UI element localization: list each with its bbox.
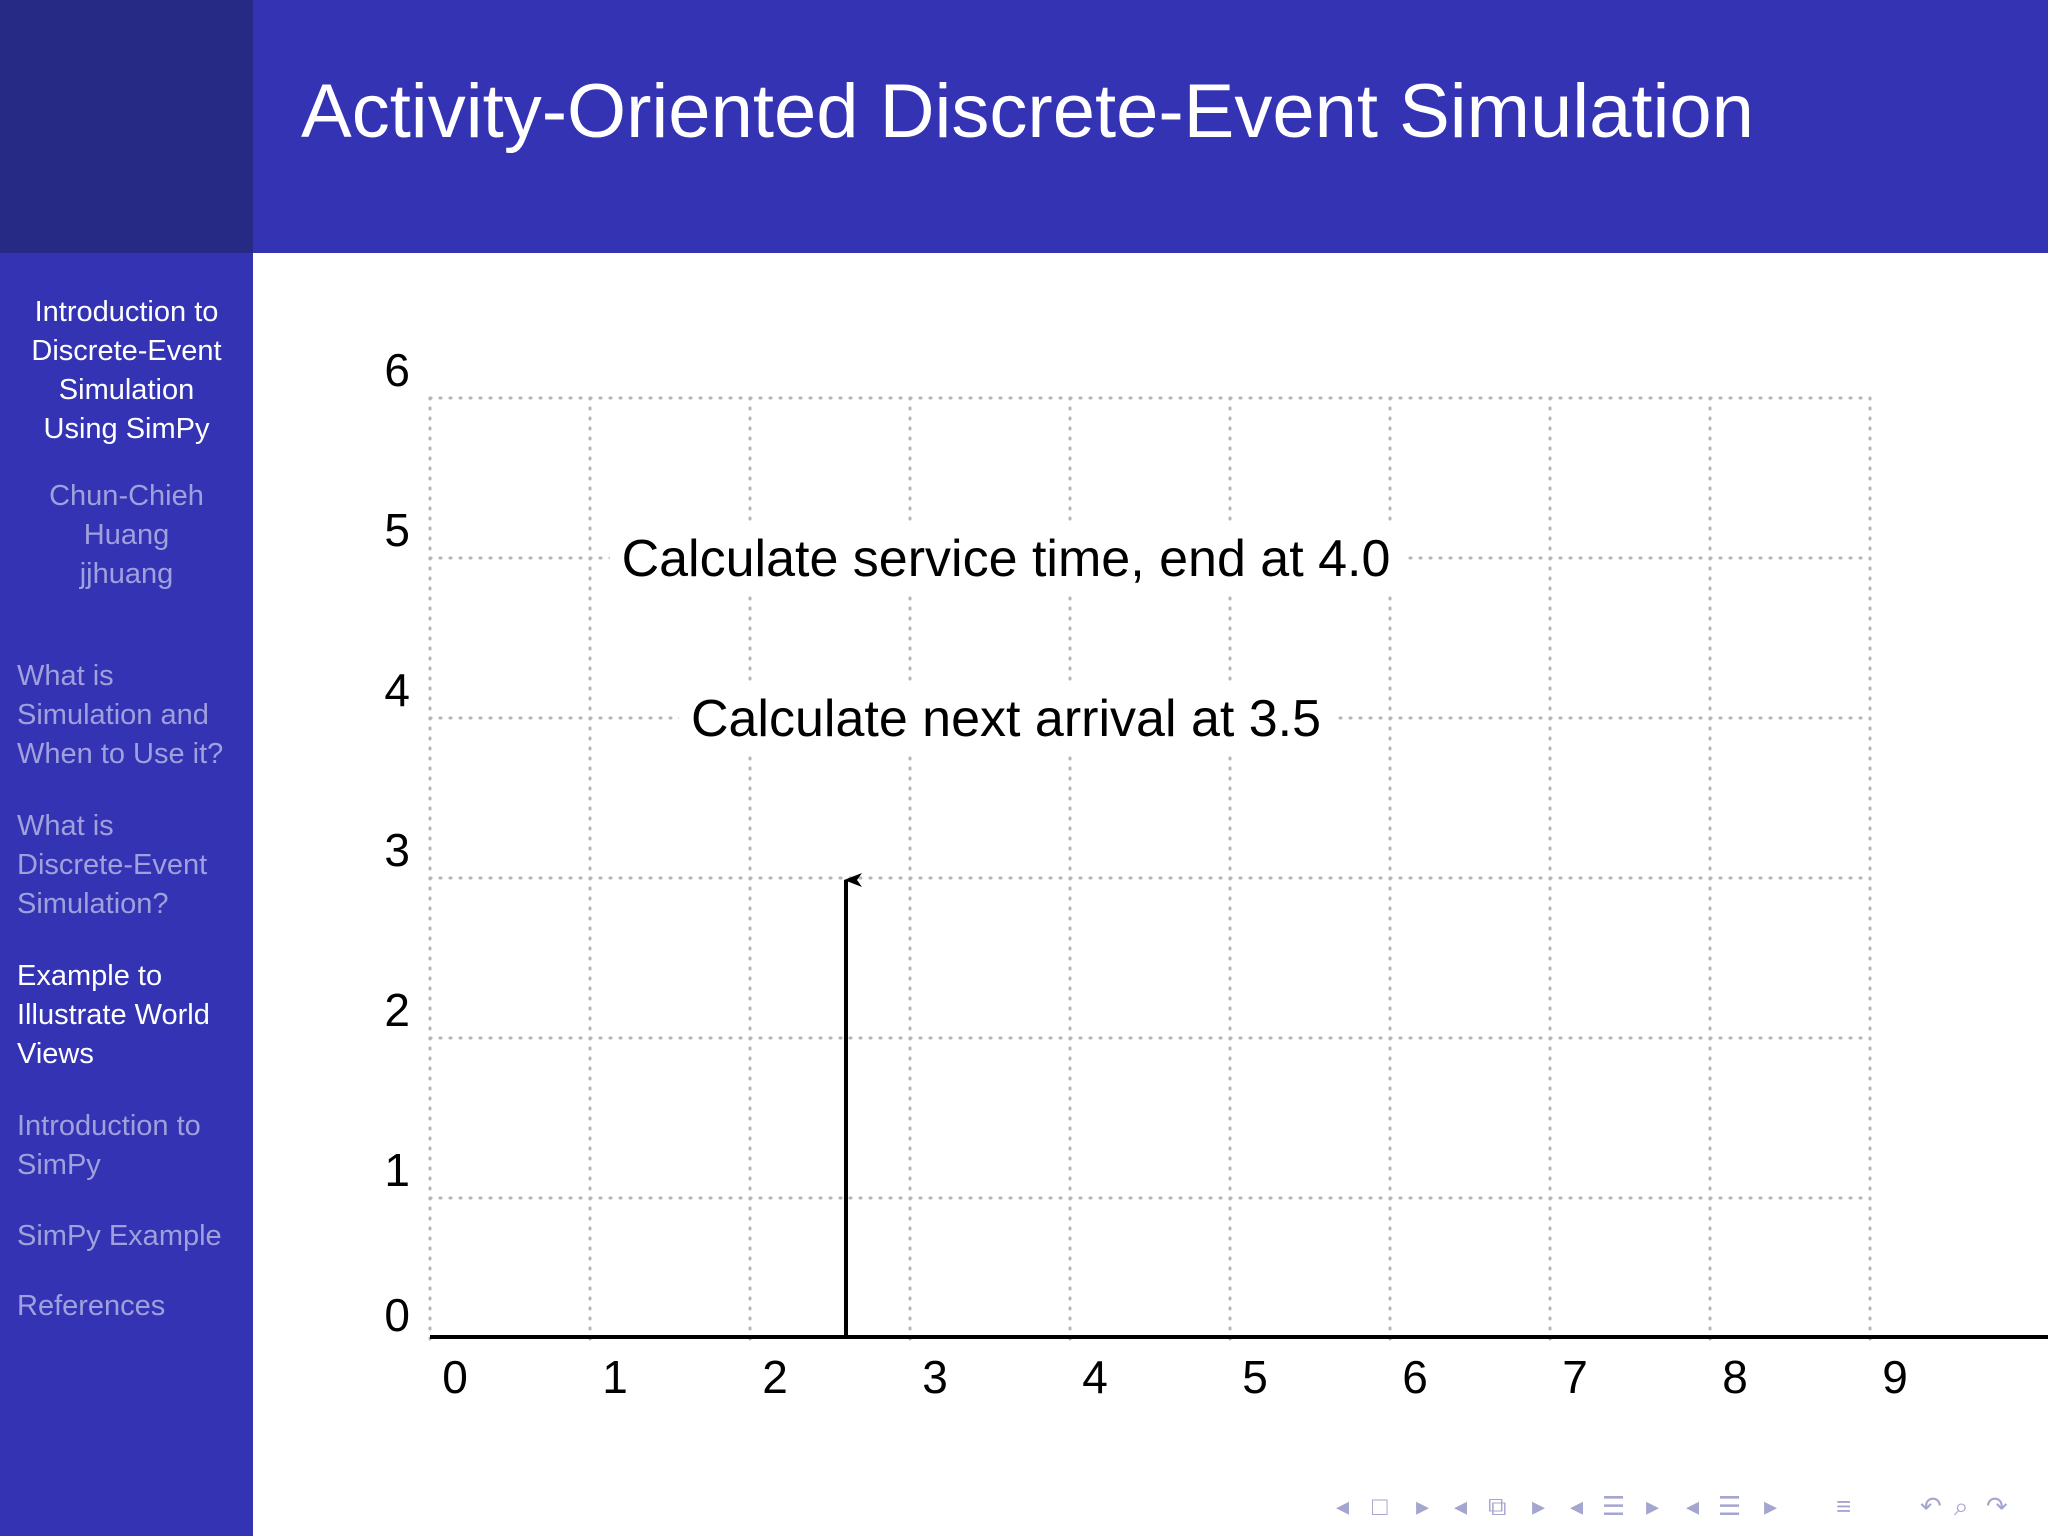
document-icon[interactable]: ☰ [1718,1491,1742,1521]
sidebar-item-label: SimPy [17,1149,101,1181]
toc-icon[interactable]: ≡ [1836,1491,1852,1521]
sidebar-item-label: Illustrate World [17,999,210,1031]
header-corner [0,0,253,253]
sidebar-item-what-is-des[interactable]: What is Discrete-Event Simulation? [17,807,247,924]
slide-content: Calculate service time, end at 4.0 Calcul… [253,253,2048,1453]
x-tick-label: 0 [442,1351,468,1403]
arrow-left-icon[interactable]: ◂ [1454,1491,1468,1521]
y-tick-label: 0 [384,1289,410,1341]
author-line: Chun-Chieh [49,480,204,512]
sidebar-item-intro-simpy[interactable]: Introduction to SimPy [17,1107,247,1185]
presentation-title-line: Using SimPy [43,413,210,445]
arrow-right-icon[interactable]: ▸ [1416,1491,1430,1521]
sidebar-item-label: References [17,1290,166,1322]
sidebar-item-label: Simulation? [17,888,169,920]
page-title: Activity-Oriented Discrete-Event Simulat… [301,69,1754,154]
arrow-left-icon[interactable]: ◂ [1686,1491,1700,1521]
presentation-author: Chun-Chieh Huang jjhuang [0,477,253,594]
x-tick-label: 2 [762,1351,788,1403]
sidebar-item-label: What is [17,660,114,692]
y-tick-label: 6 [384,344,410,396]
x-tick-label: 6 [1402,1351,1428,1403]
sidebar-item-label: Example to [17,960,163,992]
timeline-chart: Calculate service time, end at 4.0 Calcul… [384,344,2048,1403]
sidebar-item-label: What is [17,810,114,842]
frame-header: Activity-Oriented Discrete-Event Simulat… [253,0,2048,253]
sidebar-item-label: Simulation and [17,699,209,731]
y-tick-label: 5 [384,504,410,556]
sidebar-item-example-world-views[interactable]: Example to Illustrate World Views [17,957,247,1074]
x-tick-label: 3 [922,1351,948,1403]
annotation-background [609,526,1403,592]
sidebar-item-label: Views [17,1038,94,1070]
annotation-background [678,686,1334,752]
presentation-title-line: Discrete-Event [31,335,222,367]
x-tick-label: 5 [1242,1351,1268,1403]
sidebar-item-label: Discrete-Event [17,849,208,881]
x-tick-label: 8 [1722,1351,1748,1403]
annotation-label: Calculate service time, end at 4.0 [622,530,1391,588]
x-tick-label: 4 [1082,1351,1108,1403]
y-tick-label: 4 [384,664,410,716]
subsection-icon[interactable]: ⧉ [1488,1491,1507,1521]
frame-icon[interactable]: □ [1372,1491,1388,1521]
y-tick-label: 3 [384,824,410,876]
sidebar-item-simpy-example[interactable]: SimPy Example [17,1217,247,1256]
sidebar-item-label: SimPy Example [17,1220,222,1252]
annotation-label: Calculate next arrival at 3.5 [691,690,1321,748]
arrow-right-icon[interactable]: ▸ [1764,1491,1778,1521]
x-tick-label: 7 [1562,1351,1588,1403]
redo-icon[interactable]: ↷ [1986,1491,2008,1521]
search-icon[interactable]: ⌕ [1954,1491,1969,1521]
author-line: Huang [83,519,170,551]
presentation-title-line: Simulation [58,374,195,406]
undo-icon[interactable]: ↶ [1920,1491,1942,1521]
sidebar-item-references[interactable]: References [17,1287,247,1326]
presentation-title[interactable]: Introduction to Discrete-Event Simulatio… [0,293,253,449]
arrow-right-icon[interactable]: ▸ [1646,1491,1660,1521]
beamer-navigation-controls: ◂ □ ▸ ◂ ⧉ ▸ ◂ ☰ ▸ ◂ ☰ ▸ ≡ ↶ ⌕ ↷ [1336,1488,2036,1524]
x-tick-label: 9 [1882,1351,1908,1403]
arrow-left-icon[interactable]: ◂ [1336,1491,1350,1521]
sidebar-item-label: When to Use it? [17,738,224,770]
author-line: jjhuang [79,558,174,590]
presentation-title-line: Introduction to [34,296,219,328]
y-tick-label: 2 [384,984,410,1036]
x-tick-label: 1 [602,1351,628,1403]
sidebar-item-what-is-simulation[interactable]: What is Simulation and When to Use it? [17,657,247,774]
section-icon[interactable]: ☰ [1602,1491,1626,1521]
y-tick-label: 1 [384,1144,410,1196]
arrow-right-icon[interactable]: ▸ [1532,1491,1546,1521]
sidebar: Introduction to Discrete-Event Simulatio… [0,253,253,1536]
arrow-left-icon[interactable]: ◂ [1570,1491,1584,1521]
sidebar-item-label: Introduction to [17,1110,201,1142]
